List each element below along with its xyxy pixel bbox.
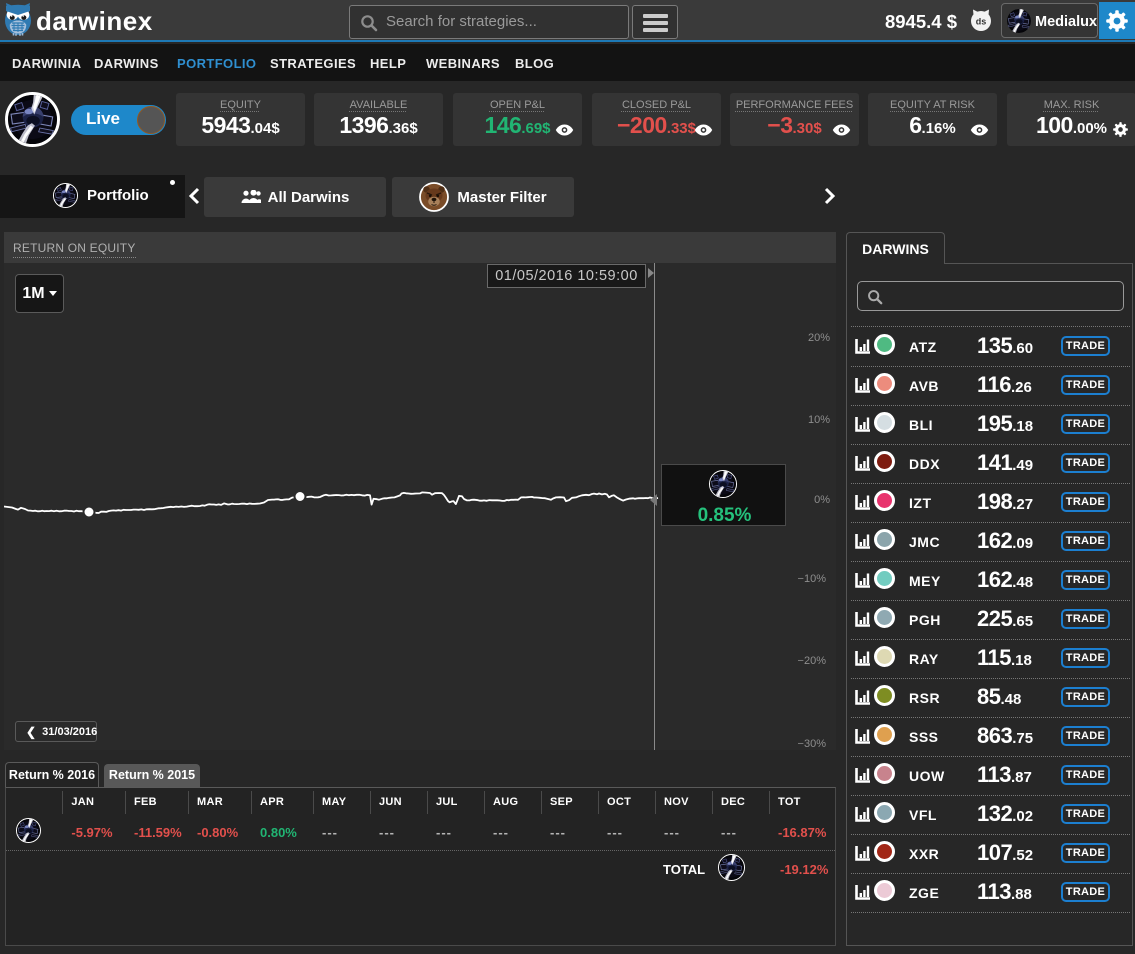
- svg-text:ds: ds: [976, 17, 987, 27]
